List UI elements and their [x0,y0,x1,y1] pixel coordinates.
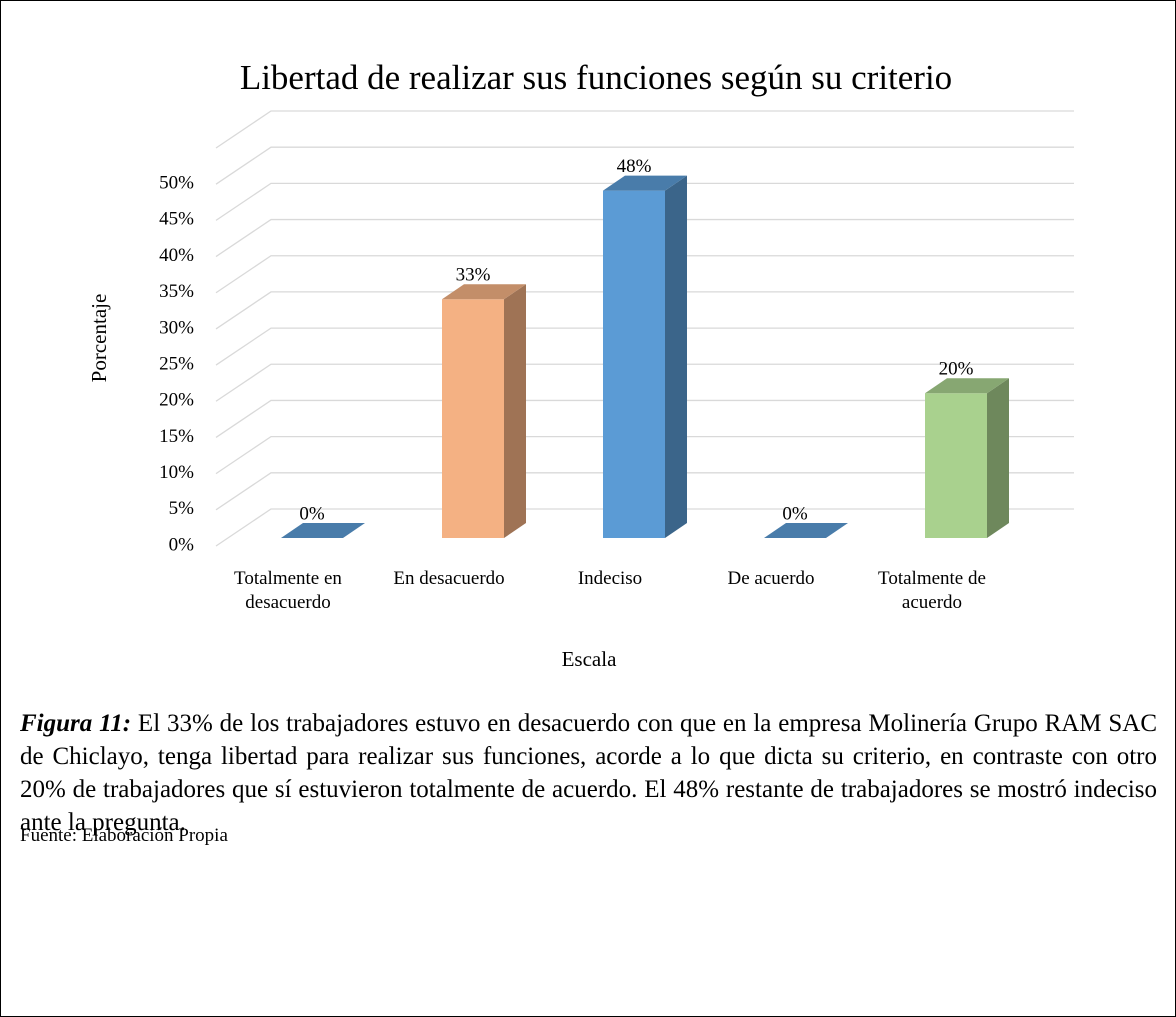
x-tick-label: Totalmente de acuerdo [878,568,986,613]
grid-line [215,472,1074,511]
bar [603,175,687,538]
chart-title: Libertad de realizar sus funciones según… [240,58,952,97]
value-label: 33% [456,265,491,286]
bar-side [504,284,526,538]
y-tick-label: 15% [159,426,194,447]
grid-line [215,327,1074,366]
bar-top [442,284,526,300]
y-tick-label: 50% [159,173,194,194]
bar-front [442,299,504,538]
value-label: 20% [939,359,974,380]
grid-line [215,508,1074,547]
grid-line [215,182,1074,221]
value-label: 0% [299,503,325,524]
bar [281,523,365,538]
bar-front [925,393,987,538]
caption-text: El 33% de los trabajadores estuvo en des… [20,710,1158,836]
x-axis-label: Escala [562,647,617,671]
x-tick-label: Indeciso [577,568,643,589]
bar-side [665,175,687,538]
y-tick-label: 45% [159,209,194,230]
value-label: 0% [782,503,808,524]
y-tick-label: 0% [169,534,195,555]
bar-top [925,378,1009,394]
value-label: 48% [617,156,652,177]
grid-line [215,435,1074,475]
x-tick-label: Totalmente en desacuerdo [234,568,342,613]
bar-top [281,523,365,538]
grid-line [215,218,1074,258]
bar-top [764,523,848,538]
y-tick-label: 5% [169,498,195,519]
y-tick-label: 30% [159,317,194,338]
grid-line [215,110,1074,149]
chart: Libertad de realizar sus funciones según… [87,58,1074,671]
y-tick-label: 25% [159,353,194,374]
grid-line [215,399,1074,438]
source: Fuente: Elaboración Propia [20,825,228,846]
bar [925,378,1009,538]
bar-front [603,190,665,538]
grid-line [215,255,1074,294]
y-tick-label: 10% [159,462,194,483]
caption: Figura 11: El 33% de los trabajadores es… [20,707,1157,839]
y-tick-label: 20% [159,390,194,411]
bar-top [603,175,687,191]
grid-line [215,291,1074,330]
bar-side [987,378,1009,538]
grid-line [215,146,1074,185]
y-tick-label: 40% [159,245,194,266]
x-tick-label: En desacuerdo [393,568,505,589]
grid-line [215,363,1074,402]
bar [764,523,848,538]
y-tick-label: 35% [159,281,194,302]
x-tick-label: De acuerdo [727,568,815,589]
caption-label: Figura 11: [20,710,132,737]
y-axis-label: Porcentaje [87,294,111,383]
bar [442,284,526,538]
